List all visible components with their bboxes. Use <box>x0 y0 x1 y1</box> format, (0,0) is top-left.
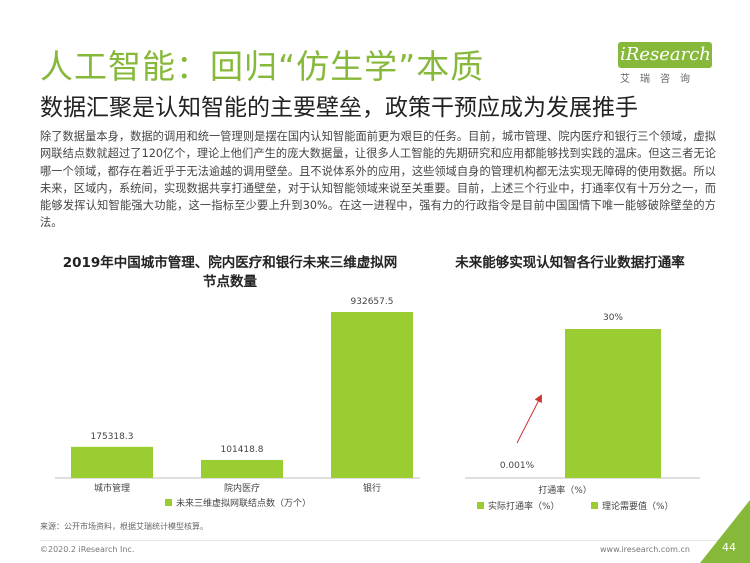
iresearch-logo: iResearch 艾瑞咨询 <box>612 42 712 88</box>
data-label-1: 175318.3 <box>91 432 134 442</box>
footer-divider <box>40 540 720 541</box>
x-tick-label-3: 银行 <box>363 482 381 494</box>
x-tick-label-1: 城市管理 <box>94 482 130 494</box>
legend-swatch-actual <box>477 502 484 509</box>
page-title: 人工智能：回归“仿生学”本质 <box>40 47 485 86</box>
chart-title-nodes: 2019年中国城市管理、院内医疗和银行未来三维虚拟网节点数量 <box>62 255 398 290</box>
logo-subtitle: 艾瑞咨询 <box>620 74 700 85</box>
legend-swatch-nodes <box>165 499 172 506</box>
x-tick-label-rate: 打通率（%） <box>538 484 592 496</box>
legend-label-actual: 实际打通率（%） <box>488 500 560 512</box>
copyright: ©2020.2 iResearch Inc. <box>40 545 135 554</box>
data-label-3: 932657.5 <box>351 297 394 307</box>
x-tick-label-2: 院内医疗 <box>224 482 260 494</box>
bar-2 <box>201 459 283 478</box>
source-note: 来源：公开市场资料，根据艾瑞统计模型核算。 <box>40 522 208 531</box>
chart-title-rate: 未来能够实现认知智各行业数据打通率 <box>455 255 685 271</box>
bar-theoretical-rate <box>565 329 661 478</box>
bar-1 <box>71 446 153 478</box>
page-number: 44 <box>722 541 736 554</box>
website-link[interactable]: www.iresearch.com.cn <box>600 545 690 554</box>
data-label-theoretical-rate: 30% <box>603 313 623 323</box>
data-label-actual-rate: 0.001% <box>500 461 535 471</box>
body-paragraph: 除了数据量本身，数据的调用和统一管理则是摆在国内认知智能面前更为艰巨的任务。目前… <box>40 130 716 230</box>
legend-label-theoretical: 理论需要值（%） <box>602 500 674 512</box>
legend-label-nodes: 未来三维虚拟网联结点数（万个） <box>176 497 311 509</box>
bar-3 <box>331 311 413 478</box>
data-label-2: 101418.8 <box>221 445 264 455</box>
trend-arrow <box>516 394 542 444</box>
page-subtitle: 数据汇聚是认知智能的主要壁垒，政策干预应成为发展推手 <box>40 95 638 121</box>
logo-brand: iResearch <box>620 44 711 65</box>
page-corner-decoration <box>700 500 750 563</box>
legend-swatch-theoretical <box>591 502 598 509</box>
logo-badge <box>618 42 712 68</box>
